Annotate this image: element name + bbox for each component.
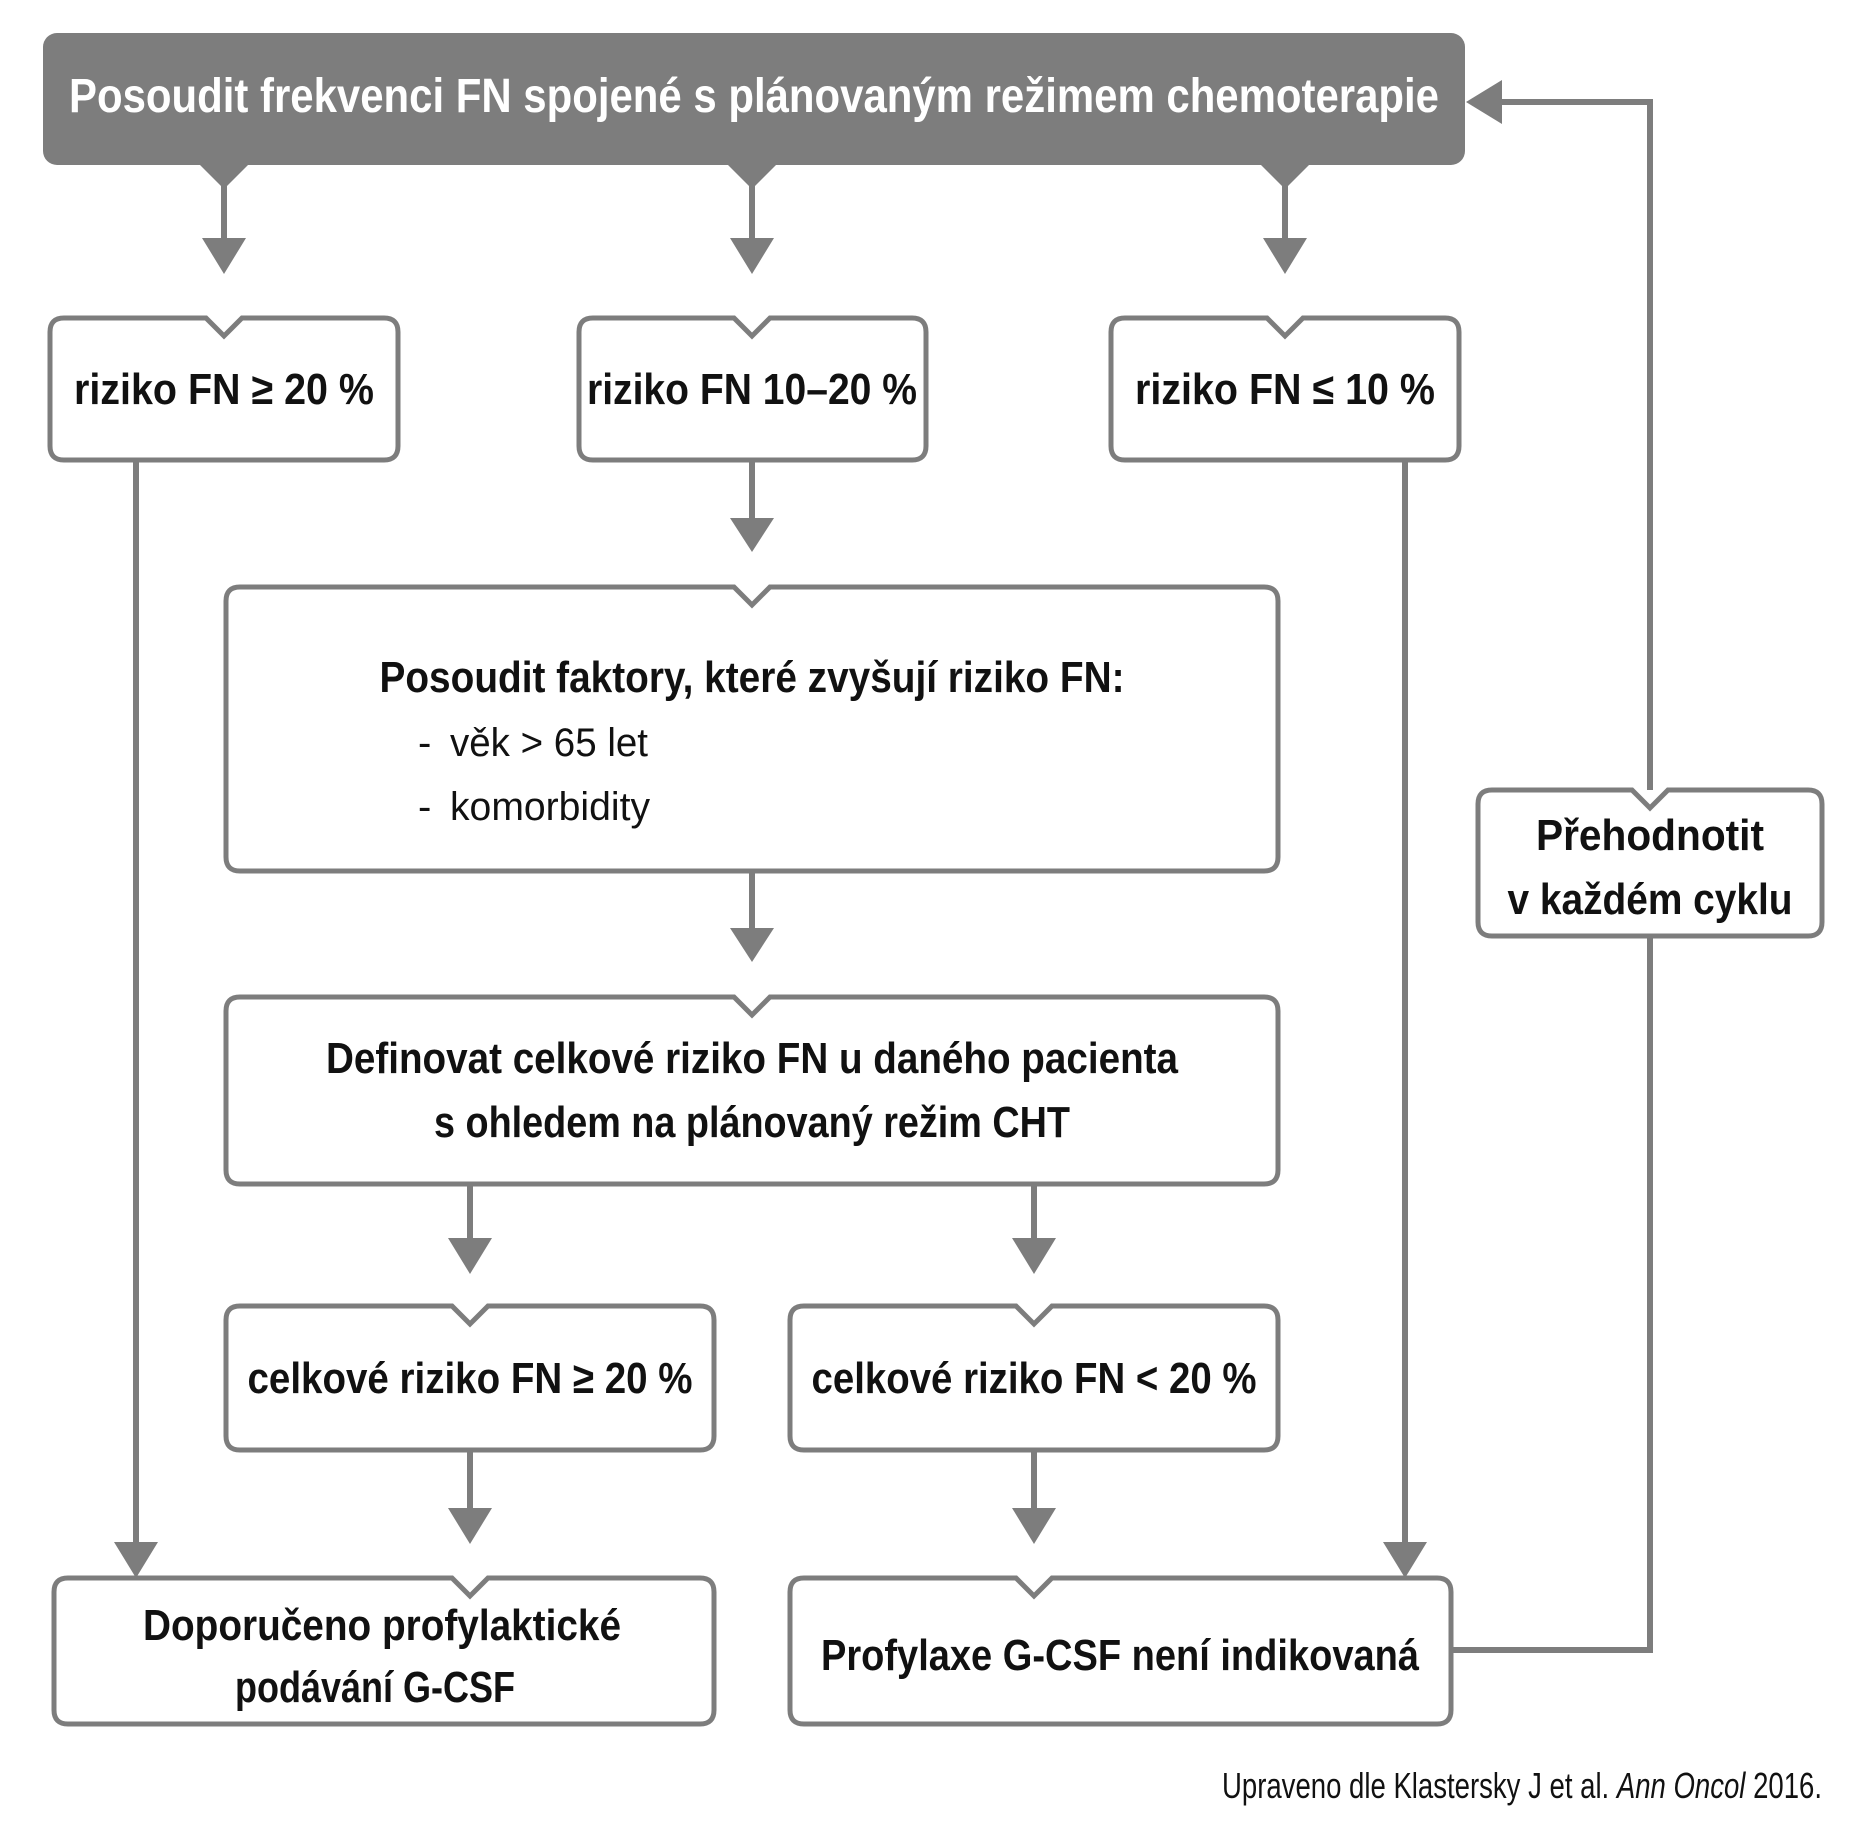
risk-box-high: riziko FN ≥ 20 % <box>47 315 401 463</box>
risk-low-label: riziko FN ≤ 10 % <box>1135 365 1435 414</box>
overall-box-high: celkové riziko FN ≥ 20 % <box>223 1303 717 1453</box>
outcome-box-not-indicated: Profylaxe G-CSF není indikovaná <box>787 1575 1454 1727</box>
factors-title: Posoudit faktory, které zvyšují riziko F… <box>380 653 1125 702</box>
define-box: Definovat celkové riziko FN u daného pac… <box>223 994 1281 1187</box>
factors-box: Posoudit faktory, které zvyšují riziko F… <box>223 584 1281 874</box>
reassess-box: Přehodnotit v každém cyklu <box>1475 787 1825 939</box>
source-journal: Ann Oncol <box>1615 1765 1746 1806</box>
factors-item-comorbidities: komorbidity <box>450 785 650 829</box>
factors-bullet-1: - <box>418 721 431 765</box>
header-title: Posoudit frekvenci FN spojené s plánovan… <box>69 70 1439 123</box>
overall-low-label: celkové riziko FN < 20 % <box>812 1354 1257 1403</box>
risk-mid-label: riziko FN 10–20 % <box>587 365 917 414</box>
reassess-line-2: v každém cyklu <box>1508 875 1793 924</box>
factors-item-age: věk > 65 let <box>450 721 648 765</box>
header-box: Posoudit frekvenci FN spojené s plánovan… <box>43 33 1465 189</box>
reassess-line-1: Přehodnotit <box>1536 811 1764 860</box>
arrows-define-to-overall <box>448 1186 1056 1274</box>
outcome-recommended-line-2: podávání G-CSF <box>235 1663 515 1712</box>
risk-high-label: riziko FN ≥ 20 % <box>74 365 374 414</box>
overall-high-label: celkové riziko FN ≥ 20 % <box>248 1354 693 1403</box>
arrow-factors-to-define <box>730 873 774 962</box>
arrows-overall-to-outcomes <box>448 1452 1056 1544</box>
arrow-low-to-not-indicated <box>1383 462 1427 1578</box>
risk-box-low: riziko FN ≤ 10 % <box>1108 315 1462 463</box>
feedback-loop <box>1451 80 1653 1653</box>
arrows-header-to-risk <box>202 185 1307 274</box>
outcome-recommended-line-1: Doporučeno profylaktické <box>143 1601 621 1650</box>
define-line-1: Definovat celkové riziko FN u daného pac… <box>326 1034 1178 1083</box>
define-line-2: s ohledem na plánovaný režim CHT <box>434 1098 1070 1147</box>
source-suffix: 2016. <box>1745 1765 1822 1806</box>
source-citation: Upraveno dle Klastersky J et al. Ann Onc… <box>1222 1765 1822 1806</box>
arrow-high-to-recommended <box>114 462 158 1578</box>
outcome-not-indicated-label: Profylaxe G-CSF není indikovaná <box>821 1631 1419 1680</box>
outcome-box-recommended: Doporučeno profylaktické podávání G-CSF <box>51 1575 717 1727</box>
overall-box-low: celkové riziko FN < 20 % <box>787 1303 1281 1453</box>
factors-bullet-2: - <box>418 785 431 829</box>
arrow-mid-to-factors <box>730 462 774 552</box>
source-prefix: Upraveno dle Klastersky J et al. <box>1222 1765 1617 1806</box>
risk-box-mid: riziko FN 10–20 % <box>576 315 929 463</box>
